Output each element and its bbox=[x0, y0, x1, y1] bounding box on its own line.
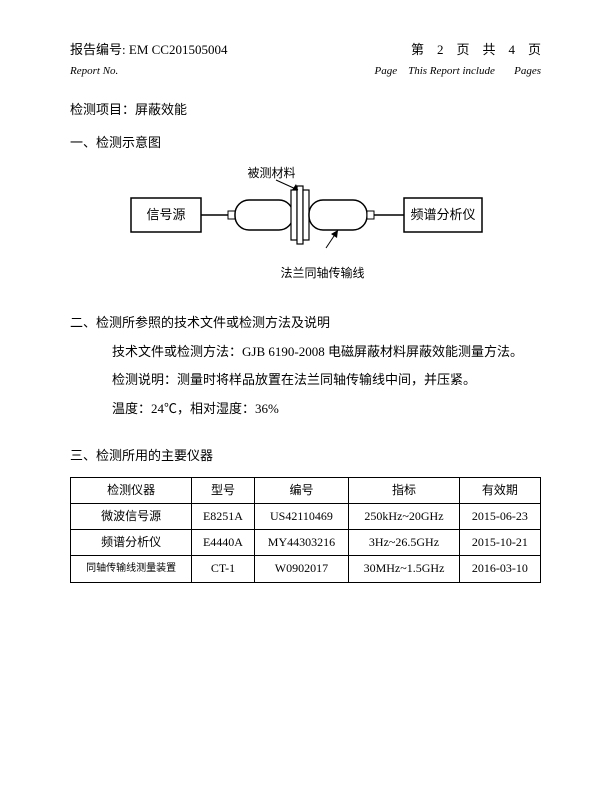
table-row: 同轴传输线测量装置 CT-1 W0902017 30MHz~1.5GHz 201… bbox=[71, 556, 541, 582]
coax-label: 法兰同轴传输线 bbox=[281, 264, 365, 283]
sec1-title: 一、检测示意图 bbox=[70, 133, 541, 154]
th-instrument: 检测仪器 bbox=[71, 477, 192, 503]
th-spec: 指标 bbox=[349, 477, 459, 503]
material-label: 被测材料 bbox=[248, 164, 296, 183]
sec2-line1: 技术文件或检测方法：GJB 6190-2008 电磁屏蔽材料屏蔽效能测量方法。 bbox=[112, 342, 541, 363]
header-sub: Report No. Page This Report include Page… bbox=[70, 63, 541, 81]
signal-source-label: 信号源 bbox=[146, 207, 185, 222]
detection-diagram: 被测材料 信号源 频谱分析仪 bbox=[126, 168, 486, 265]
sec2-title: 二、检测所参照的技术文件或检测方法及说明 bbox=[70, 313, 541, 334]
table-header-row: 检测仪器 型号 编号 指标 有效期 bbox=[71, 477, 541, 503]
sec2-line2: 检测说明：测量时将样品放置在法兰同轴传输线中间，并压紧。 bbox=[112, 370, 541, 391]
page-en: Page This Report include Pages bbox=[374, 63, 541, 81]
instruments-table: 检测仪器 型号 编号 指标 有效期 微波信号源 E8251A US4211046… bbox=[70, 477, 541, 583]
table-row: 微波信号源 E8251A US42110469 250kHz~20GHz 201… bbox=[71, 503, 541, 529]
th-model: 型号 bbox=[192, 477, 254, 503]
header-row: 报告编号: EM CC201505004 第 2 页 共 4 页 bbox=[70, 40, 541, 61]
page-count-cn: 第 2 页 共 4 页 bbox=[411, 40, 541, 61]
sec2-line3: 温度：24℃，相对湿度：36% bbox=[112, 399, 541, 420]
report-no-en: Report No. bbox=[70, 63, 118, 81]
analyzer-label: 频谱分析仪 bbox=[410, 207, 475, 222]
sec3-title: 三、检测所用的主要仪器 bbox=[70, 446, 541, 467]
test-project: 检测项目：屏蔽效能 bbox=[70, 100, 541, 121]
th-valid: 有效期 bbox=[459, 477, 540, 503]
report-no-cn: 报告编号: EM CC201505004 bbox=[70, 40, 227, 61]
th-serial: 编号 bbox=[254, 477, 349, 503]
diagram-svg: 信号源 频谱分析仪 bbox=[126, 168, 486, 258]
table-row: 频谱分析仪 E4440A MY44303216 3Hz~26.5GHz 2015… bbox=[71, 530, 541, 556]
